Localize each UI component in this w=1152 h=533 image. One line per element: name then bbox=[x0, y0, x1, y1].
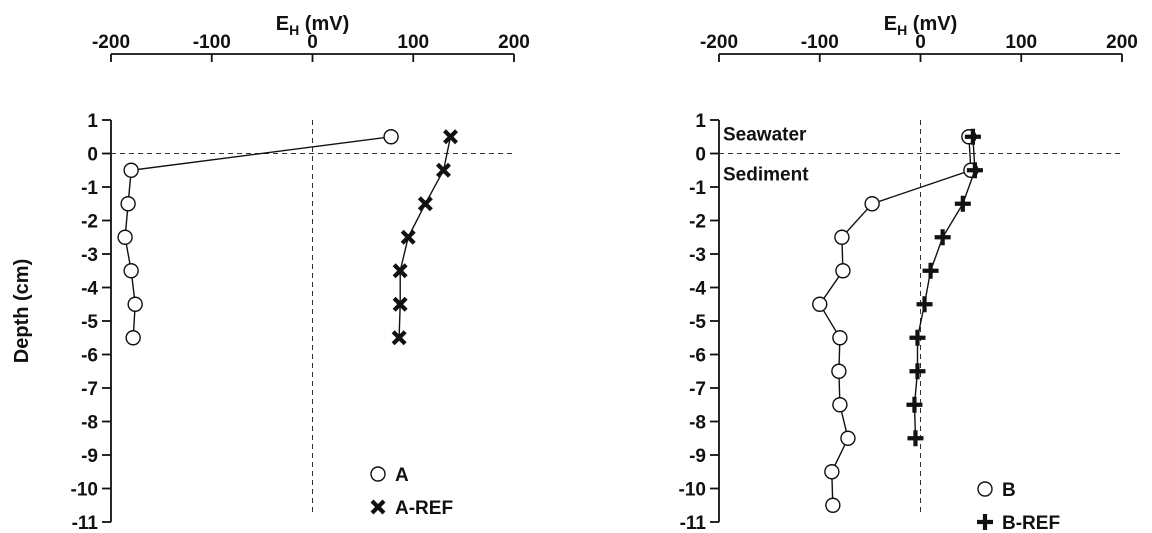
legend-marker-b bbox=[977, 481, 993, 497]
y-tick-label: 0 bbox=[695, 145, 706, 166]
y-tick-label: -3 bbox=[689, 245, 706, 266]
chart-panel-2: -200 -100 0 100 200 EH (mV) 1 0 -1 -2 -3 -4 -5 -6 -7 -8… bbox=[679, 13, 1138, 533]
data-point-a bbox=[123, 162, 139, 178]
x-tick-label: 0 bbox=[307, 32, 318, 53]
x-tick-label: 0 bbox=[915, 32, 926, 53]
x-axis-title-symbol: E bbox=[884, 13, 897, 35]
y-tick-label: 1 bbox=[87, 111, 98, 132]
x-tick-label: -200 bbox=[92, 32, 130, 53]
data-point-a-ref bbox=[443, 129, 459, 145]
data-point-b bbox=[834, 229, 850, 245]
data-point-b-ref bbox=[909, 363, 926, 380]
data-point-b-ref bbox=[907, 430, 924, 447]
y-tick-label: -11 bbox=[72, 513, 99, 533]
y-tick-label: -7 bbox=[689, 379, 706, 400]
y-axis-title: Depth (cm) bbox=[11, 259, 33, 363]
y-tick-label: -1 bbox=[81, 178, 98, 199]
data-point-b-ref bbox=[916, 296, 933, 313]
y-tick-label: -11 bbox=[680, 513, 707, 533]
x-tick-label: -100 bbox=[193, 32, 231, 53]
data-point-b bbox=[835, 263, 851, 279]
series-line-b-ref bbox=[913, 136, 976, 439]
x-axis-title: EH (mV) bbox=[884, 13, 957, 38]
x-axis-title-symbol: E bbox=[276, 13, 289, 35]
data-point-b bbox=[864, 196, 880, 212]
data-point-a bbox=[383, 129, 399, 145]
data-point-a-ref bbox=[417, 196, 433, 212]
data-point-b-ref bbox=[954, 195, 971, 212]
data-point-a bbox=[125, 330, 141, 346]
y-tick-label: -9 bbox=[689, 446, 706, 467]
y-tick-label: -8 bbox=[689, 413, 706, 434]
x-tick-label: 100 bbox=[397, 32, 429, 53]
data-point-b-ref bbox=[934, 229, 951, 246]
data-point-b bbox=[840, 430, 856, 446]
y-tick-label: -2 bbox=[81, 212, 98, 233]
y-tick-label: 0 bbox=[87, 145, 98, 166]
data-point-a-ref bbox=[392, 263, 408, 279]
legend-label-a: A bbox=[395, 465, 409, 486]
y-tick-label: -5 bbox=[81, 312, 98, 333]
y-tick-label: -1 bbox=[689, 178, 706, 199]
x-axis-title-unit: (mV) bbox=[299, 13, 349, 35]
data-point-a bbox=[117, 229, 133, 245]
data-point-b bbox=[812, 296, 828, 312]
y-tick-label: -10 bbox=[71, 480, 98, 501]
legend-label-a-ref: A-REF bbox=[395, 498, 453, 519]
data-point-b-ref bbox=[966, 162, 983, 179]
x-tick-label: 200 bbox=[1106, 32, 1138, 53]
y-tick-label: -4 bbox=[81, 279, 98, 300]
data-point-b-ref bbox=[964, 128, 981, 145]
y-tick-label: -5 bbox=[689, 312, 706, 333]
y-tick-label: -3 bbox=[81, 245, 98, 266]
x-axis-title-unit: (mV) bbox=[907, 13, 957, 35]
legend-label-b: B bbox=[1002, 480, 1016, 501]
y-tick-label: 1 bbox=[695, 111, 706, 132]
chart-panel-1: -200 -100 0 100 200 EH (mV) 1 0 -1 -2 -3 -4 -5 -6 -7 -8… bbox=[11, 13, 530, 533]
data-point-b bbox=[832, 397, 848, 413]
data-point-a bbox=[120, 196, 136, 212]
data-point-a-ref bbox=[435, 162, 451, 178]
data-point-b bbox=[831, 363, 847, 379]
x-axis-title: EH (mV) bbox=[276, 13, 349, 38]
data-point-a-ref bbox=[392, 296, 408, 312]
x-axis-title-subscript: H bbox=[897, 22, 907, 38]
y-tick-label: -9 bbox=[81, 446, 98, 467]
x-tick-label: 100 bbox=[1005, 32, 1037, 53]
y-tick-label: -6 bbox=[689, 346, 706, 367]
series-line-b bbox=[818, 136, 972, 506]
y-tick-label: -10 bbox=[679, 480, 706, 501]
x-axis-title-subscript: H bbox=[289, 22, 299, 38]
data-point-b bbox=[824, 464, 840, 480]
data-point-a-ref bbox=[391, 330, 407, 346]
y-tick-label: -6 bbox=[81, 346, 98, 367]
data-point-b-ref bbox=[906, 396, 923, 413]
data-point-b-ref bbox=[922, 262, 939, 279]
data-point-b-ref bbox=[909, 329, 926, 346]
annotation-sediment: Sediment bbox=[723, 165, 809, 186]
legend-marker-a bbox=[370, 466, 386, 482]
annotation-seawater: Seawater bbox=[723, 124, 807, 145]
legend-marker-b-ref bbox=[977, 514, 993, 530]
data-point-b bbox=[832, 330, 848, 346]
y-tick-label: -7 bbox=[81, 379, 98, 400]
y-tick-label: -2 bbox=[689, 212, 706, 233]
data-point-a-ref bbox=[400, 229, 416, 245]
series-line-a bbox=[124, 136, 392, 338]
x-tick-label: -200 bbox=[700, 32, 738, 53]
data-point-b bbox=[825, 497, 841, 513]
y-tick-label: -4 bbox=[689, 279, 706, 300]
legend-label-b-ref: B-REF bbox=[1002, 513, 1060, 533]
data-point-a bbox=[123, 263, 139, 279]
x-tick-label: -100 bbox=[801, 32, 839, 53]
legend-marker-a-ref bbox=[370, 499, 386, 515]
y-tick-label: -8 bbox=[81, 413, 98, 434]
x-tick-label: 200 bbox=[498, 32, 530, 53]
data-point-a bbox=[127, 296, 143, 312]
